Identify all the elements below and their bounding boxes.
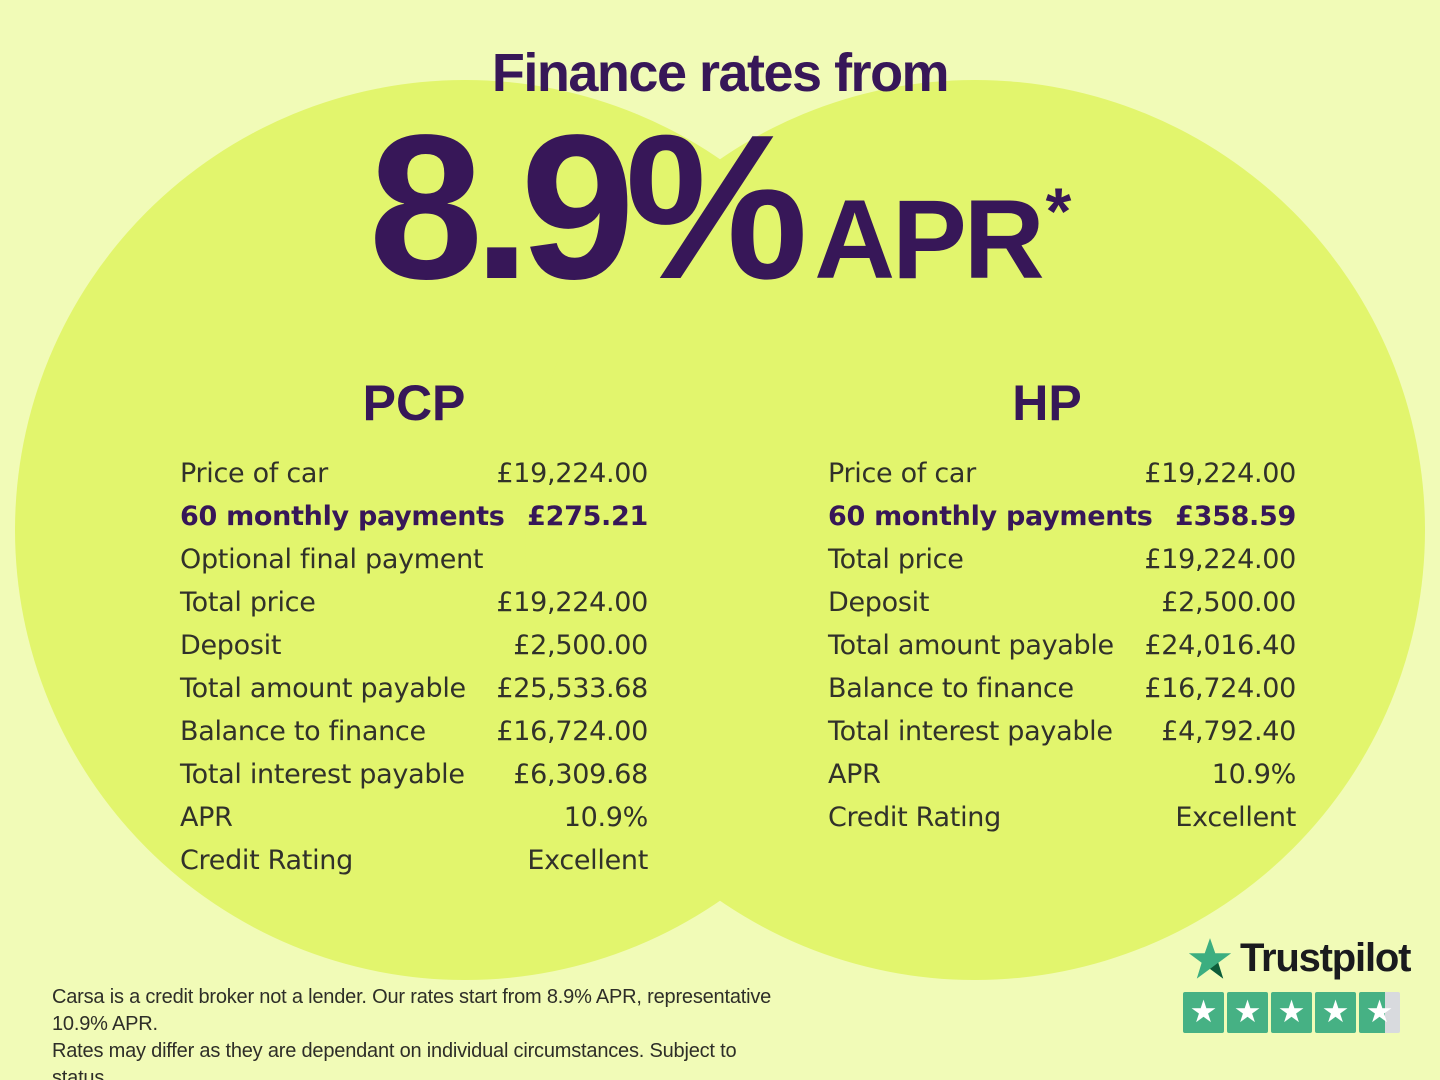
row-label: Total price <box>828 544 964 575</box>
rate-value: 8.9% <box>368 92 809 322</box>
row-label: Balance to finance <box>180 716 426 747</box>
row-value: Excellent <box>1175 802 1296 833</box>
row-value: 10.9% <box>1211 759 1297 790</box>
rate-unit: APR <box>814 177 1044 302</box>
row-label: APR <box>828 759 881 790</box>
disclaimer-text: Carsa is a credit broker not a lender. O… <box>52 984 792 1080</box>
disclaimer-line-2: Rates may differ as they are dependant o… <box>52 1040 737 1080</box>
row-label: Total interest payable <box>180 759 465 790</box>
row-value: £4,792.40 <box>1161 716 1296 747</box>
row-label: Deposit <box>828 587 930 618</box>
row-value: £16,724.00 <box>496 716 648 747</box>
row-label: 60 monthly payments <box>828 501 1153 532</box>
background-circle-right <box>525 80 1425 980</box>
row-label: Optional final payment <box>180 544 484 575</box>
pcp-title: PCP <box>362 375 466 431</box>
hp-title: HP <box>1012 375 1082 431</box>
headline-title: Finance rates from <box>491 43 950 103</box>
row-label: Balance to finance <box>828 673 1074 704</box>
table-row: Credit Rating Excellent <box>180 839 648 882</box>
table-row: Credit Rating Excellent <box>828 796 1296 839</box>
row-value: £275.21 <box>527 501 648 532</box>
row-value: £358.59 <box>1175 501 1296 532</box>
table-row: Total interest payable £6,309.68 <box>180 753 648 796</box>
rating-star-icon: ★ <box>1315 992 1356 1033</box>
table-row: Price of car £19,224.00 <box>828 452 1296 495</box>
rating-star-icon: ★ <box>1183 992 1224 1033</box>
row-value: £6,309.68 <box>513 759 648 790</box>
table-row: Total interest payable £4,792.40 <box>828 710 1296 753</box>
table-row: 60 monthly payments £275.21 <box>180 495 648 538</box>
rating-star-icon: ★ <box>1227 992 1268 1033</box>
table-row: Price of car £19,224.00 <box>180 452 648 495</box>
trustpilot-star-icon <box>1188 937 1232 979</box>
row-label: Credit Rating <box>828 802 1001 833</box>
table-row: Total amount payable £24,016.40 <box>828 624 1296 667</box>
headline-rate: 8.9% APR * <box>0 104 1440 310</box>
rate-asterisk: * <box>1045 174 1072 248</box>
table-row: APR 10.9% <box>180 796 648 839</box>
row-value: £19,224.00 <box>496 587 648 618</box>
row-label: 60 monthly payments <box>180 501 505 532</box>
row-value: £2,500.00 <box>1161 587 1296 618</box>
table-row: 60 monthly payments £358.59 <box>828 495 1296 538</box>
row-label: Total amount payable <box>180 673 466 704</box>
row-value: £19,224.00 <box>496 458 648 489</box>
hp-table: Price of car £19,224.00 60 monthly payme… <box>828 452 1296 839</box>
row-value: £19,224.00 <box>1144 458 1296 489</box>
table-row: Optional final payment <box>180 538 648 581</box>
row-value: £2,500.00 <box>513 630 648 661</box>
row-label: APR <box>180 802 233 833</box>
row-label: Credit Rating <box>180 845 353 876</box>
table-row: Balance to finance £16,724.00 <box>180 710 648 753</box>
row-value: £25,533.68 <box>496 673 648 704</box>
row-value: 10.9% <box>563 802 649 833</box>
table-row: Deposit £2,500.00 <box>180 624 648 667</box>
row-label: Deposit <box>180 630 282 661</box>
row-label: Total interest payable <box>828 716 1113 747</box>
row-value: £24,016.40 <box>1144 630 1296 661</box>
disclaimer-line-1: Carsa is a credit broker not a lender. O… <box>52 986 772 1035</box>
trustpilot-rating-stars: ★ ★ ★ ★ ★ <box>1183 992 1400 1033</box>
row-value: £19,224.00 <box>1144 544 1296 575</box>
pcp-table: Price of car £19,224.00 60 monthly payme… <box>180 452 648 882</box>
table-row: Total amount payable £25,533.68 <box>180 667 648 710</box>
table-row: Balance to finance £16,724.00 <box>828 667 1296 710</box>
row-label: Price of car <box>180 458 328 489</box>
table-row: Total price £19,224.00 <box>180 581 648 624</box>
trustpilot-brand-text: Trustpilot <box>1240 936 1411 980</box>
table-row: Total price £19,224.00 <box>828 538 1296 581</box>
rating-star-partial-icon: ★ <box>1359 992 1400 1033</box>
row-label: Total amount payable <box>828 630 1114 661</box>
row-value: £16,724.00 <box>1144 673 1296 704</box>
table-row: Deposit £2,500.00 <box>828 581 1296 624</box>
table-row: APR 10.9% <box>828 753 1296 796</box>
row-value: Excellent <box>527 845 648 876</box>
row-label: Price of car <box>828 458 976 489</box>
rating-star-icon: ★ <box>1271 992 1312 1033</box>
row-label: Total price <box>180 587 316 618</box>
trustpilot-logo: Trustpilot <box>1188 936 1411 981</box>
